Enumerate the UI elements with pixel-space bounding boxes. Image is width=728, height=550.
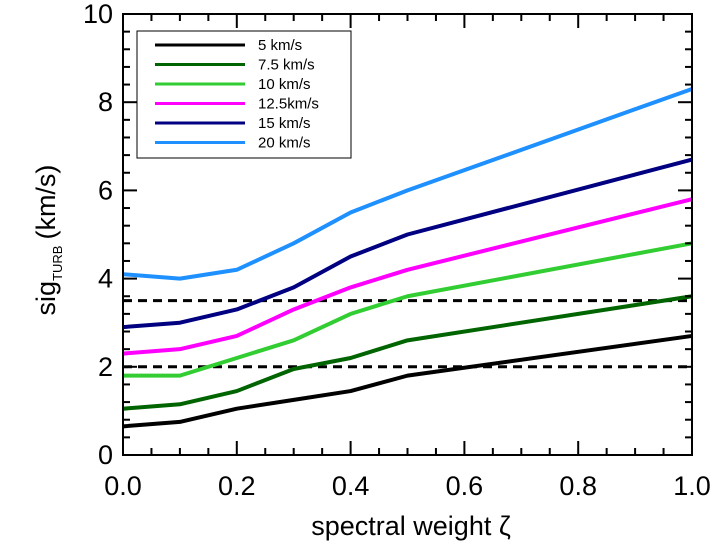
y-tick-label: 4 (98, 264, 113, 294)
legend-label: 15 km/s (258, 115, 311, 132)
series-line (122, 294, 693, 411)
legend-label: 5 km/s (258, 37, 302, 54)
y-tick-label: 8 (98, 87, 113, 117)
y-tick-label: 10 (83, 0, 113, 29)
y-tick-label: 6 (98, 175, 113, 205)
legend-label: 20 km/s (258, 135, 311, 152)
x-tick-label: 0.2 (218, 471, 256, 501)
series-line (122, 197, 693, 356)
x-tick-label: 0.8 (559, 471, 597, 501)
y-axis-label-unit: (km/s) (31, 165, 61, 240)
x-tick-label: 0.4 (332, 471, 370, 501)
series-line (122, 157, 693, 330)
legend: 5 km/s 7.5 km/s 10 km/s 12.5km/s 15 km/s 20 k… (136, 30, 352, 159)
legend-label: 10 km/s (258, 76, 311, 93)
y-tick-label: 2 (98, 352, 113, 382)
y-axis-label-subscript: TURB (50, 246, 65, 281)
legend-label: 7.5 km/s (258, 57, 315, 74)
y-tick-label: 0 (98, 440, 113, 470)
y-axis-label: sigTURB (km/s) (31, 165, 65, 316)
series-line (122, 333, 693, 429)
x-axis-label: spectral weight ζ (311, 511, 511, 541)
x-tick-label: 1.0 (673, 471, 711, 501)
x-tick-label: 0.0 (104, 471, 142, 501)
y-axis-label-main: sig (31, 281, 61, 316)
y-axis-ticks: 0 2 4 6 8 10 (83, 0, 692, 470)
series-line (123, 241, 693, 378)
series-line (122, 87, 693, 281)
legend-label: 12.5km/s (258, 96, 319, 113)
series-lines (122, 87, 693, 429)
reference-lines (123, 299, 692, 369)
legend-box (136, 30, 352, 159)
x-axis-ticks: 0.0 0.2 0.4 0.6 0.8 1.0 (104, 14, 711, 501)
x-tick-label: 0.6 (446, 471, 484, 501)
